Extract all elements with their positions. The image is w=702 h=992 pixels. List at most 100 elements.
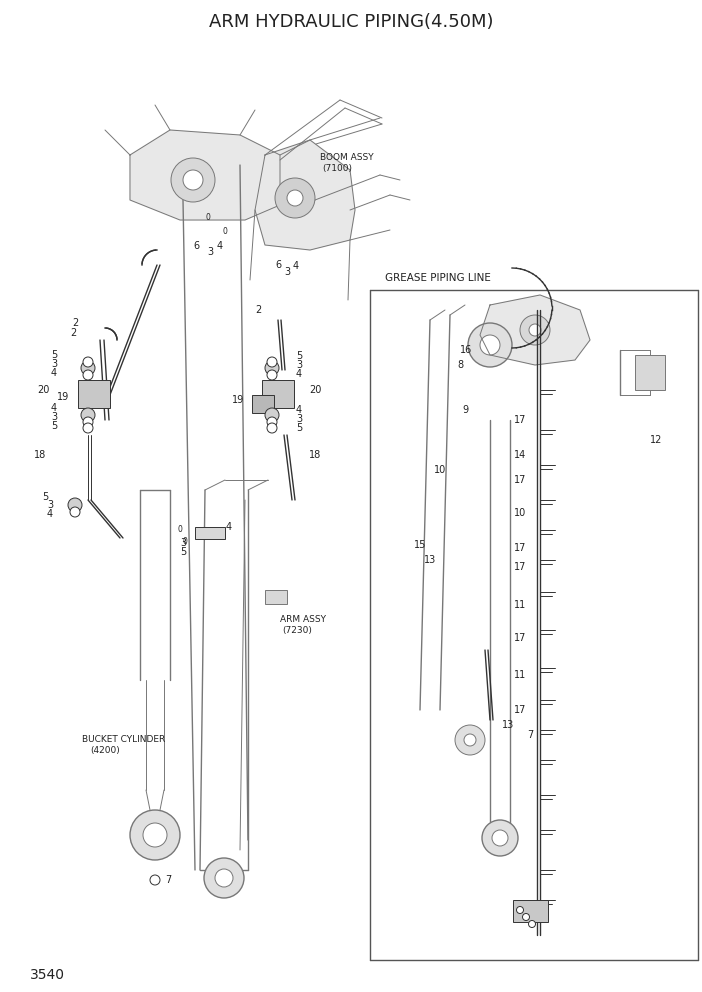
Text: 4: 4 — [226, 522, 232, 532]
Text: 3: 3 — [284, 267, 290, 277]
Bar — [195, 527, 225, 539]
Circle shape — [68, 498, 82, 512]
Circle shape — [150, 875, 160, 885]
Text: 18: 18 — [34, 450, 46, 460]
Circle shape — [492, 830, 508, 846]
Text: 12: 12 — [650, 435, 662, 445]
Circle shape — [267, 357, 277, 367]
Circle shape — [83, 357, 93, 367]
Circle shape — [520, 315, 550, 345]
Text: 3: 3 — [180, 538, 186, 548]
Text: (7230): (7230) — [282, 627, 312, 636]
Text: 5: 5 — [296, 423, 302, 433]
Bar — [265, 590, 287, 604]
Circle shape — [171, 158, 215, 202]
Circle shape — [130, 810, 180, 860]
Text: 11: 11 — [514, 670, 526, 680]
Circle shape — [81, 361, 95, 375]
Text: 5: 5 — [51, 350, 57, 360]
Circle shape — [267, 423, 277, 433]
Bar — [262, 380, 294, 408]
Text: 17: 17 — [514, 705, 526, 715]
Text: 4: 4 — [51, 403, 57, 413]
Text: 4: 4 — [296, 369, 302, 379]
Circle shape — [265, 361, 279, 375]
Text: 5: 5 — [51, 421, 57, 431]
Circle shape — [83, 417, 93, 427]
Text: GREASE PIPING LINE: GREASE PIPING LINE — [385, 273, 491, 283]
Text: 19: 19 — [57, 392, 69, 402]
Polygon shape — [255, 140, 355, 250]
Text: 3: 3 — [296, 414, 302, 424]
Text: 4: 4 — [217, 241, 223, 251]
Text: 2: 2 — [72, 318, 78, 328]
Text: 7: 7 — [165, 875, 171, 885]
Text: 19: 19 — [232, 395, 244, 405]
Circle shape — [275, 178, 315, 218]
Circle shape — [287, 190, 303, 206]
Text: 2: 2 — [70, 328, 76, 338]
Text: 4: 4 — [293, 261, 299, 271]
Text: 0: 0 — [223, 227, 227, 236]
Text: 0: 0 — [178, 526, 183, 535]
Text: 11: 11 — [514, 600, 526, 610]
Circle shape — [267, 417, 277, 427]
Text: 0: 0 — [206, 213, 211, 222]
Circle shape — [265, 408, 279, 422]
Polygon shape — [130, 130, 280, 220]
Circle shape — [81, 408, 95, 422]
Circle shape — [517, 907, 524, 914]
Text: (7100): (7100) — [322, 164, 352, 173]
Circle shape — [455, 725, 485, 755]
Text: 3: 3 — [51, 359, 57, 369]
Circle shape — [482, 820, 518, 856]
Circle shape — [83, 423, 93, 433]
Circle shape — [83, 370, 93, 380]
Text: 0: 0 — [183, 538, 187, 547]
Text: 3540: 3540 — [30, 968, 65, 982]
Text: (4200): (4200) — [90, 747, 120, 756]
Polygon shape — [480, 295, 590, 365]
Text: 3: 3 — [47, 500, 53, 510]
Text: 17: 17 — [514, 415, 526, 425]
Text: 8: 8 — [457, 360, 463, 370]
Circle shape — [480, 335, 500, 355]
Text: 16: 16 — [460, 345, 472, 355]
Text: 4: 4 — [51, 368, 57, 378]
Circle shape — [215, 869, 233, 887]
Text: 6: 6 — [275, 260, 281, 270]
Bar — [635, 355, 665, 390]
Bar — [252, 395, 274, 413]
Text: 13: 13 — [424, 555, 436, 565]
Text: 20: 20 — [37, 385, 49, 395]
Text: 5: 5 — [42, 492, 48, 502]
Text: 17: 17 — [514, 475, 526, 485]
Circle shape — [522, 914, 529, 921]
Bar — [513, 900, 548, 922]
Text: ARM HYDRAULIC PIPING(4.50M): ARM HYDRAULIC PIPING(4.50M) — [208, 13, 494, 31]
Text: BOOM ASSY: BOOM ASSY — [320, 153, 373, 162]
Text: 17: 17 — [514, 633, 526, 643]
Circle shape — [204, 858, 244, 898]
Text: 4: 4 — [47, 509, 53, 519]
Text: 17: 17 — [514, 562, 526, 572]
Text: 3: 3 — [207, 247, 213, 257]
Text: 10: 10 — [434, 465, 446, 475]
Text: 13: 13 — [502, 720, 514, 730]
Circle shape — [529, 921, 536, 928]
Text: 5: 5 — [180, 547, 186, 557]
Circle shape — [183, 170, 203, 190]
Text: ARM ASSY: ARM ASSY — [280, 615, 326, 625]
Circle shape — [529, 324, 541, 336]
Bar — [78, 380, 110, 408]
Text: 20: 20 — [309, 385, 322, 395]
Text: 18: 18 — [309, 450, 321, 460]
Text: 17: 17 — [514, 543, 526, 553]
Text: 3: 3 — [51, 412, 57, 422]
Text: BUCKET CYLINDER: BUCKET CYLINDER — [82, 735, 165, 745]
Circle shape — [70, 507, 80, 517]
Text: 10: 10 — [514, 508, 526, 518]
Text: 15: 15 — [413, 540, 426, 550]
Circle shape — [468, 323, 512, 367]
Circle shape — [267, 370, 277, 380]
